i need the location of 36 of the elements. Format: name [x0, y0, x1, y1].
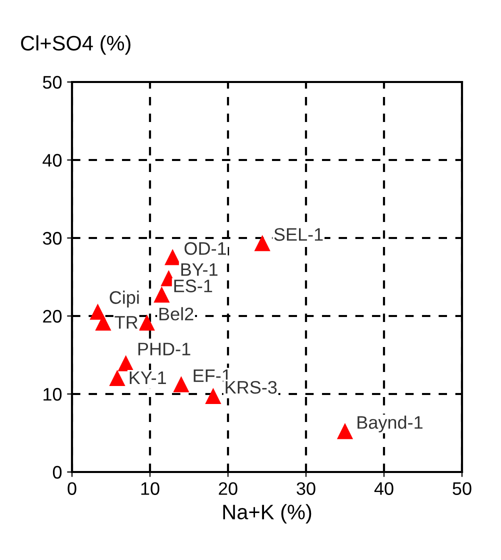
point [118, 356, 134, 372]
x-tick-label: 40 [374, 482, 394, 495]
annotation: Cipi [110, 290, 139, 308]
annotation: KY-1 [130, 372, 166, 384]
x-tick-label: 10 [141, 482, 160, 495]
x-tick-label: 30 [296, 482, 316, 495]
annotation: ES-1 [174, 280, 212, 292]
point [164, 250, 180, 266]
x-axis-title: Na+K (%) [223, 504, 312, 524]
point [96, 315, 111, 331]
annotation: Bel2 [159, 307, 194, 320]
y-axis-title: Cl+SO4 (%) [21, 35, 130, 55]
point [254, 236, 270, 252]
point [139, 315, 155, 331]
y-tick-label: 20 [43, 310, 62, 323]
point [154, 287, 170, 303]
annotation: PHD-1 [138, 342, 190, 356]
point [110, 370, 125, 386]
x-tick-label: 20 [218, 482, 238, 495]
point [90, 304, 106, 320]
x-tick-label: 0 [68, 482, 76, 495]
y-tick-label: 0 [52, 466, 62, 479]
annotation: SEL-1 [274, 228, 323, 241]
y-tick-label: 50 [42, 76, 62, 89]
annotation: KRS-3 [226, 380, 277, 394]
point [206, 388, 221, 404]
annotation: TR [114, 316, 138, 329]
annotation: BY-1 [181, 263, 218, 276]
y-tick-label: 40 [42, 154, 62, 167]
y-tick-label: 10 [44, 388, 62, 401]
point [337, 424, 353, 440]
x-tick-label: 50 [452, 482, 472, 495]
annotation: OD-1 [184, 242, 226, 255]
point [174, 377, 189, 392]
annotation: Baynd-1 [358, 416, 422, 432]
y-tick-label: 30 [42, 232, 62, 245]
